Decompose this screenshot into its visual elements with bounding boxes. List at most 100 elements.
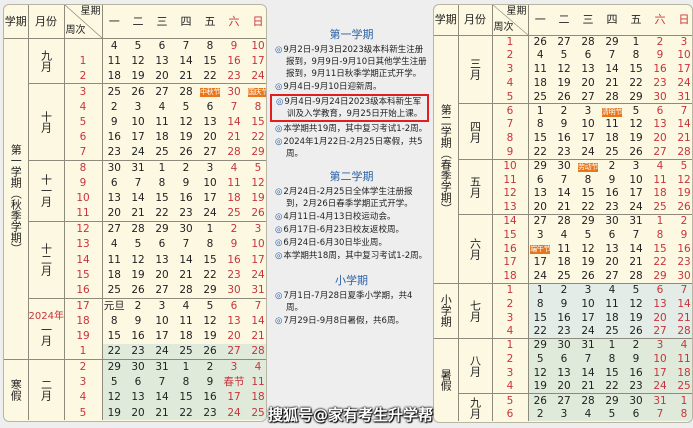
day-number: 1 <box>182 360 190 373</box>
day-number: 23 <box>179 207 193 220</box>
day-cell: 22 <box>174 405 198 421</box>
weekday-header: 五 <box>198 5 222 39</box>
day-number: 7 <box>656 408 664 421</box>
day-number: 23 <box>107 146 121 159</box>
week-number: 1 <box>492 338 529 353</box>
day-cell: 12 <box>246 176 266 191</box>
day-number: 11 <box>677 352 691 365</box>
week-row: 十二月 12 27 28 29 30 1 2 3 <box>4 221 266 299</box>
day-cell: 30 <box>102 159 126 176</box>
day-number: 7 <box>584 352 592 365</box>
day-number: 6 <box>656 284 664 297</box>
day-number: 6 <box>134 375 142 388</box>
day-number: 27 <box>155 283 169 296</box>
day-cell: 2 <box>600 158 624 173</box>
day-number: 15 <box>155 192 169 205</box>
day-cell: 26 <box>552 90 576 104</box>
day-cell: 1 <box>624 35 648 49</box>
weekday-header: 六 <box>648 5 672 36</box>
day-cell: 21 <box>600 76 624 90</box>
day-number: 22 <box>533 325 547 338</box>
day-cell: 1 <box>672 393 692 408</box>
day-number: 20 <box>653 311 667 324</box>
day-number: 25 <box>227 207 241 220</box>
day-number: 18 <box>107 69 121 82</box>
week-row: 4 12 13 14 15 16 17 18 <box>4 389 266 406</box>
day-number: 23 <box>653 77 667 90</box>
day-number: 21 <box>251 330 265 343</box>
day-cell: 8 <box>624 49 648 63</box>
day-number: 26 <box>131 85 145 98</box>
day-cell: 12 <box>174 114 198 129</box>
day-cell: 10 <box>126 114 150 129</box>
day-cell: 1 <box>648 213 672 229</box>
day-cell: 端午节 <box>528 242 552 256</box>
day-cell: 19 <box>126 69 150 84</box>
day-number: 7 <box>230 100 238 113</box>
week-row: 5 9 10 11 12 13 14 15 <box>4 114 266 130</box>
day-number: 9 <box>134 314 142 327</box>
day-cell: 13 <box>198 114 222 129</box>
day-number: 19 <box>131 268 145 281</box>
day-number: 13 <box>227 314 241 327</box>
day-cell: 27 <box>648 324 672 339</box>
term-header: 学期 <box>434 5 459 36</box>
day-cell: 8 <box>600 352 624 367</box>
day-number: 11 <box>155 115 169 128</box>
week-row: 7 23 24 25 26 27 28 29 <box>4 145 266 161</box>
day-cell: 2 <box>648 35 672 49</box>
day-number: 17 <box>581 132 595 145</box>
day-number: 3 <box>254 223 262 236</box>
week-number: 10 <box>64 190 103 207</box>
week-row: 1 11 12 13 14 15 16 17 <box>4 53 266 69</box>
day-number: 22 <box>107 345 121 358</box>
day-cell: 7 <box>648 407 672 422</box>
day-cell: 23 <box>624 379 648 394</box>
week-number: 15 <box>492 228 529 242</box>
day-number: 22 <box>251 131 265 144</box>
day-number: 4 <box>680 339 688 352</box>
day-cell: 29 <box>150 221 174 237</box>
day-number: 23 <box>131 345 145 358</box>
day-cell: 23 <box>126 343 150 360</box>
day-number: 23 <box>605 200 619 213</box>
day-number: 26 <box>557 90 571 103</box>
week-number: 4 <box>492 379 529 394</box>
day-cell: 春节 <box>222 374 246 390</box>
day-number: 8 <box>656 228 664 241</box>
day-cell: 19 <box>126 267 150 282</box>
day-number: 17 <box>677 63 691 76</box>
day-number: 7 <box>182 39 190 52</box>
weekday-header: 一 <box>102 5 126 39</box>
day-number: 19 <box>629 311 643 324</box>
day-number: 18 <box>251 391 265 404</box>
day-number: 14 <box>227 115 241 128</box>
notes-summer-term: 小学期 7月1日-7月28日夏季小学期，共4周。 7月29日-9月8日暑假，共6… <box>274 274 429 327</box>
day-cell: 16 <box>102 130 126 145</box>
day-number: 17 <box>629 187 643 200</box>
day-number: 25 <box>677 380 691 393</box>
day-cell: 9 <box>672 228 692 242</box>
day-number: 24 <box>155 345 169 358</box>
day-number: 22 <box>605 380 619 393</box>
day-number: 25 <box>179 345 193 358</box>
day-cell: 27 <box>150 83 174 100</box>
month-label: 二月 <box>39 379 53 402</box>
day-number: 11 <box>107 54 121 67</box>
day-cell: 19 <box>576 256 600 270</box>
week-row: 15 18 19 20 21 22 23 24 <box>4 267 266 283</box>
term-label: 第一学期（秋季学期） <box>9 143 23 254</box>
note-item: 2024年1月22日-2月25日寒假，共5周。 <box>274 136 429 160</box>
month-cell: 四月 <box>458 103 493 160</box>
day-cell: 14 <box>672 118 692 132</box>
day-cell: 10 <box>246 38 266 53</box>
day-number: 10 <box>581 118 595 131</box>
week-row: 寒假 二月 2 29 30 31 1 2 3 4 <box>4 358 266 421</box>
day-number: 16 <box>227 54 241 67</box>
day-cell: 24 <box>528 270 552 284</box>
week-number: 2 <box>64 358 103 375</box>
day-number: 13 <box>653 118 667 131</box>
day-number: 9 <box>230 238 238 251</box>
day-number: 15 <box>203 54 217 67</box>
day-number: 18 <box>677 366 691 379</box>
